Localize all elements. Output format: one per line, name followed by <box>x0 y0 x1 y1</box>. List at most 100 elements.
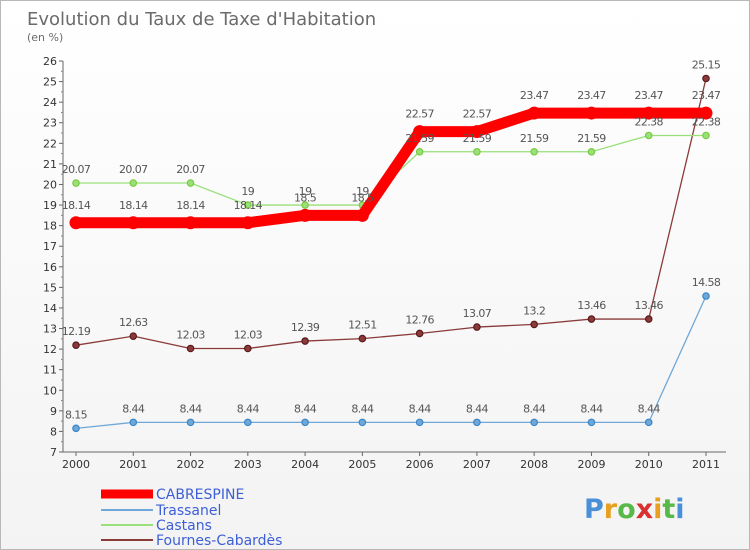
x-tick-label: 2009 <box>577 458 605 471</box>
data-point <box>415 147 424 156</box>
data-point <box>587 315 596 323</box>
data-label: 22.57 <box>405 108 434 121</box>
x-tick-label: 2004 <box>291 458 319 471</box>
y-tick-label: 18 <box>43 220 57 233</box>
series-layer <box>69 74 713 433</box>
data-point <box>415 418 424 427</box>
data-label: 12.63 <box>119 316 148 329</box>
data-point <box>129 179 138 187</box>
data-point <box>358 334 367 343</box>
logo-letter: o <box>617 494 636 525</box>
data-label: 8.15 <box>65 408 88 421</box>
data-point <box>587 147 596 156</box>
data-label: 19 <box>356 185 369 198</box>
data-label: 18.5 <box>294 191 317 204</box>
data-point <box>642 106 656 120</box>
unit-label: (en %) <box>27 31 63 44</box>
series-line-fournes-cabard-s <box>75 77 707 350</box>
data-label: 8.44 <box>351 402 374 415</box>
data-label: 13.46 <box>634 299 663 312</box>
data-point <box>244 418 252 427</box>
data-label: 19 <box>299 185 312 198</box>
data-label: 25.15 <box>692 58 721 71</box>
data-label: 21.59 <box>463 132 492 145</box>
data-point <box>527 106 541 120</box>
y-tick-label: 24 <box>43 96 57 109</box>
data-label: 23.47 <box>520 89 549 102</box>
data-point <box>72 341 80 349</box>
logo-letter: i <box>675 494 684 525</box>
data-labels-layer: 18.14 18.14 18.14 18.14 18.5 18.5 22.57 22.57 23… <box>62 58 722 421</box>
data-label: 19 <box>241 185 254 198</box>
y-tick-label: 9 <box>50 405 57 418</box>
data-label: 8.44 <box>294 402 317 415</box>
data-point <box>241 216 255 230</box>
y-tick-label: 13 <box>43 323 57 336</box>
data-point <box>473 323 481 331</box>
data-point <box>413 125 427 139</box>
data-point <box>473 418 481 427</box>
data-label: 18.14 <box>176 199 205 212</box>
data-label: 23.47 <box>634 89 663 102</box>
data-label: 13.46 <box>577 299 606 312</box>
data-label: 12.76 <box>405 313 434 326</box>
y-tick-label: 19 <box>43 199 57 212</box>
y-tick-label: 26 <box>43 55 57 68</box>
logo-letter: r <box>604 494 618 525</box>
y-tick-label: 22 <box>43 137 57 150</box>
y-tick-label: 10 <box>43 384 57 397</box>
data-label: 8.44 <box>638 402 661 415</box>
data-label: 8.44 <box>466 402 489 415</box>
data-point <box>530 320 538 329</box>
data-point <box>530 147 538 156</box>
y-tick-label: 23 <box>43 117 57 130</box>
data-label: 12.03 <box>234 328 263 341</box>
data-point <box>126 216 140 230</box>
y-tick-label: 8 <box>50 425 57 438</box>
series-line-trassanel <box>75 295 707 429</box>
y-tick-label: 14 <box>43 302 57 315</box>
legend-label: Fournes-Cabardès <box>156 533 282 549</box>
data-label: 8.44 <box>580 402 603 415</box>
data-point <box>69 216 83 230</box>
proxiti-logo: Proxiti <box>584 494 685 525</box>
data-point <box>129 418 138 427</box>
data-label: 22.38 <box>692 115 721 128</box>
data-point <box>587 418 596 427</box>
logo-letter: i <box>653 494 662 525</box>
logo-letter: t <box>662 494 675 525</box>
data-point <box>355 208 369 222</box>
data-label: 21.59 <box>577 132 606 145</box>
logo-letter: P <box>584 494 604 525</box>
legend-label: CABRESPINE <box>156 487 244 503</box>
data-point <box>301 201 309 209</box>
data-point <box>72 424 80 433</box>
y-tick-label: 17 <box>43 240 57 253</box>
data-point <box>584 106 598 120</box>
axes: 7 8 9 10 11 12 13 14 15 16 17 18 19 20 21 22 23 24 25 26 200… <box>43 55 726 471</box>
data-label: 18.14 <box>119 199 148 212</box>
y-tick-label: 16 <box>43 261 57 274</box>
data-label: 23.47 <box>692 89 721 102</box>
x-tick-label: 2007 <box>463 458 491 471</box>
data-label: 21.59 <box>405 132 434 145</box>
data-point <box>301 337 309 345</box>
data-label: 8.44 <box>179 402 202 415</box>
data-label: 14.58 <box>692 276 721 289</box>
data-label: 22.57 <box>463 108 492 121</box>
x-tick-label: 2005 <box>348 458 376 471</box>
data-point <box>186 418 195 427</box>
y-tick-label: 15 <box>43 281 57 294</box>
data-label: 13.07 <box>463 307 492 320</box>
data-label: 22.38 <box>634 115 663 128</box>
y-tick-label: 20 <box>43 178 57 191</box>
data-label: 18.14 <box>62 199 91 212</box>
x-tick-label: 2006 <box>406 458 434 471</box>
data-point <box>358 418 367 427</box>
data-label: 21.59 <box>520 132 549 145</box>
x-tick-label: 2011 <box>692 458 720 471</box>
data-label: 13.2 <box>523 304 545 317</box>
data-point <box>244 344 252 353</box>
data-point <box>415 329 424 338</box>
